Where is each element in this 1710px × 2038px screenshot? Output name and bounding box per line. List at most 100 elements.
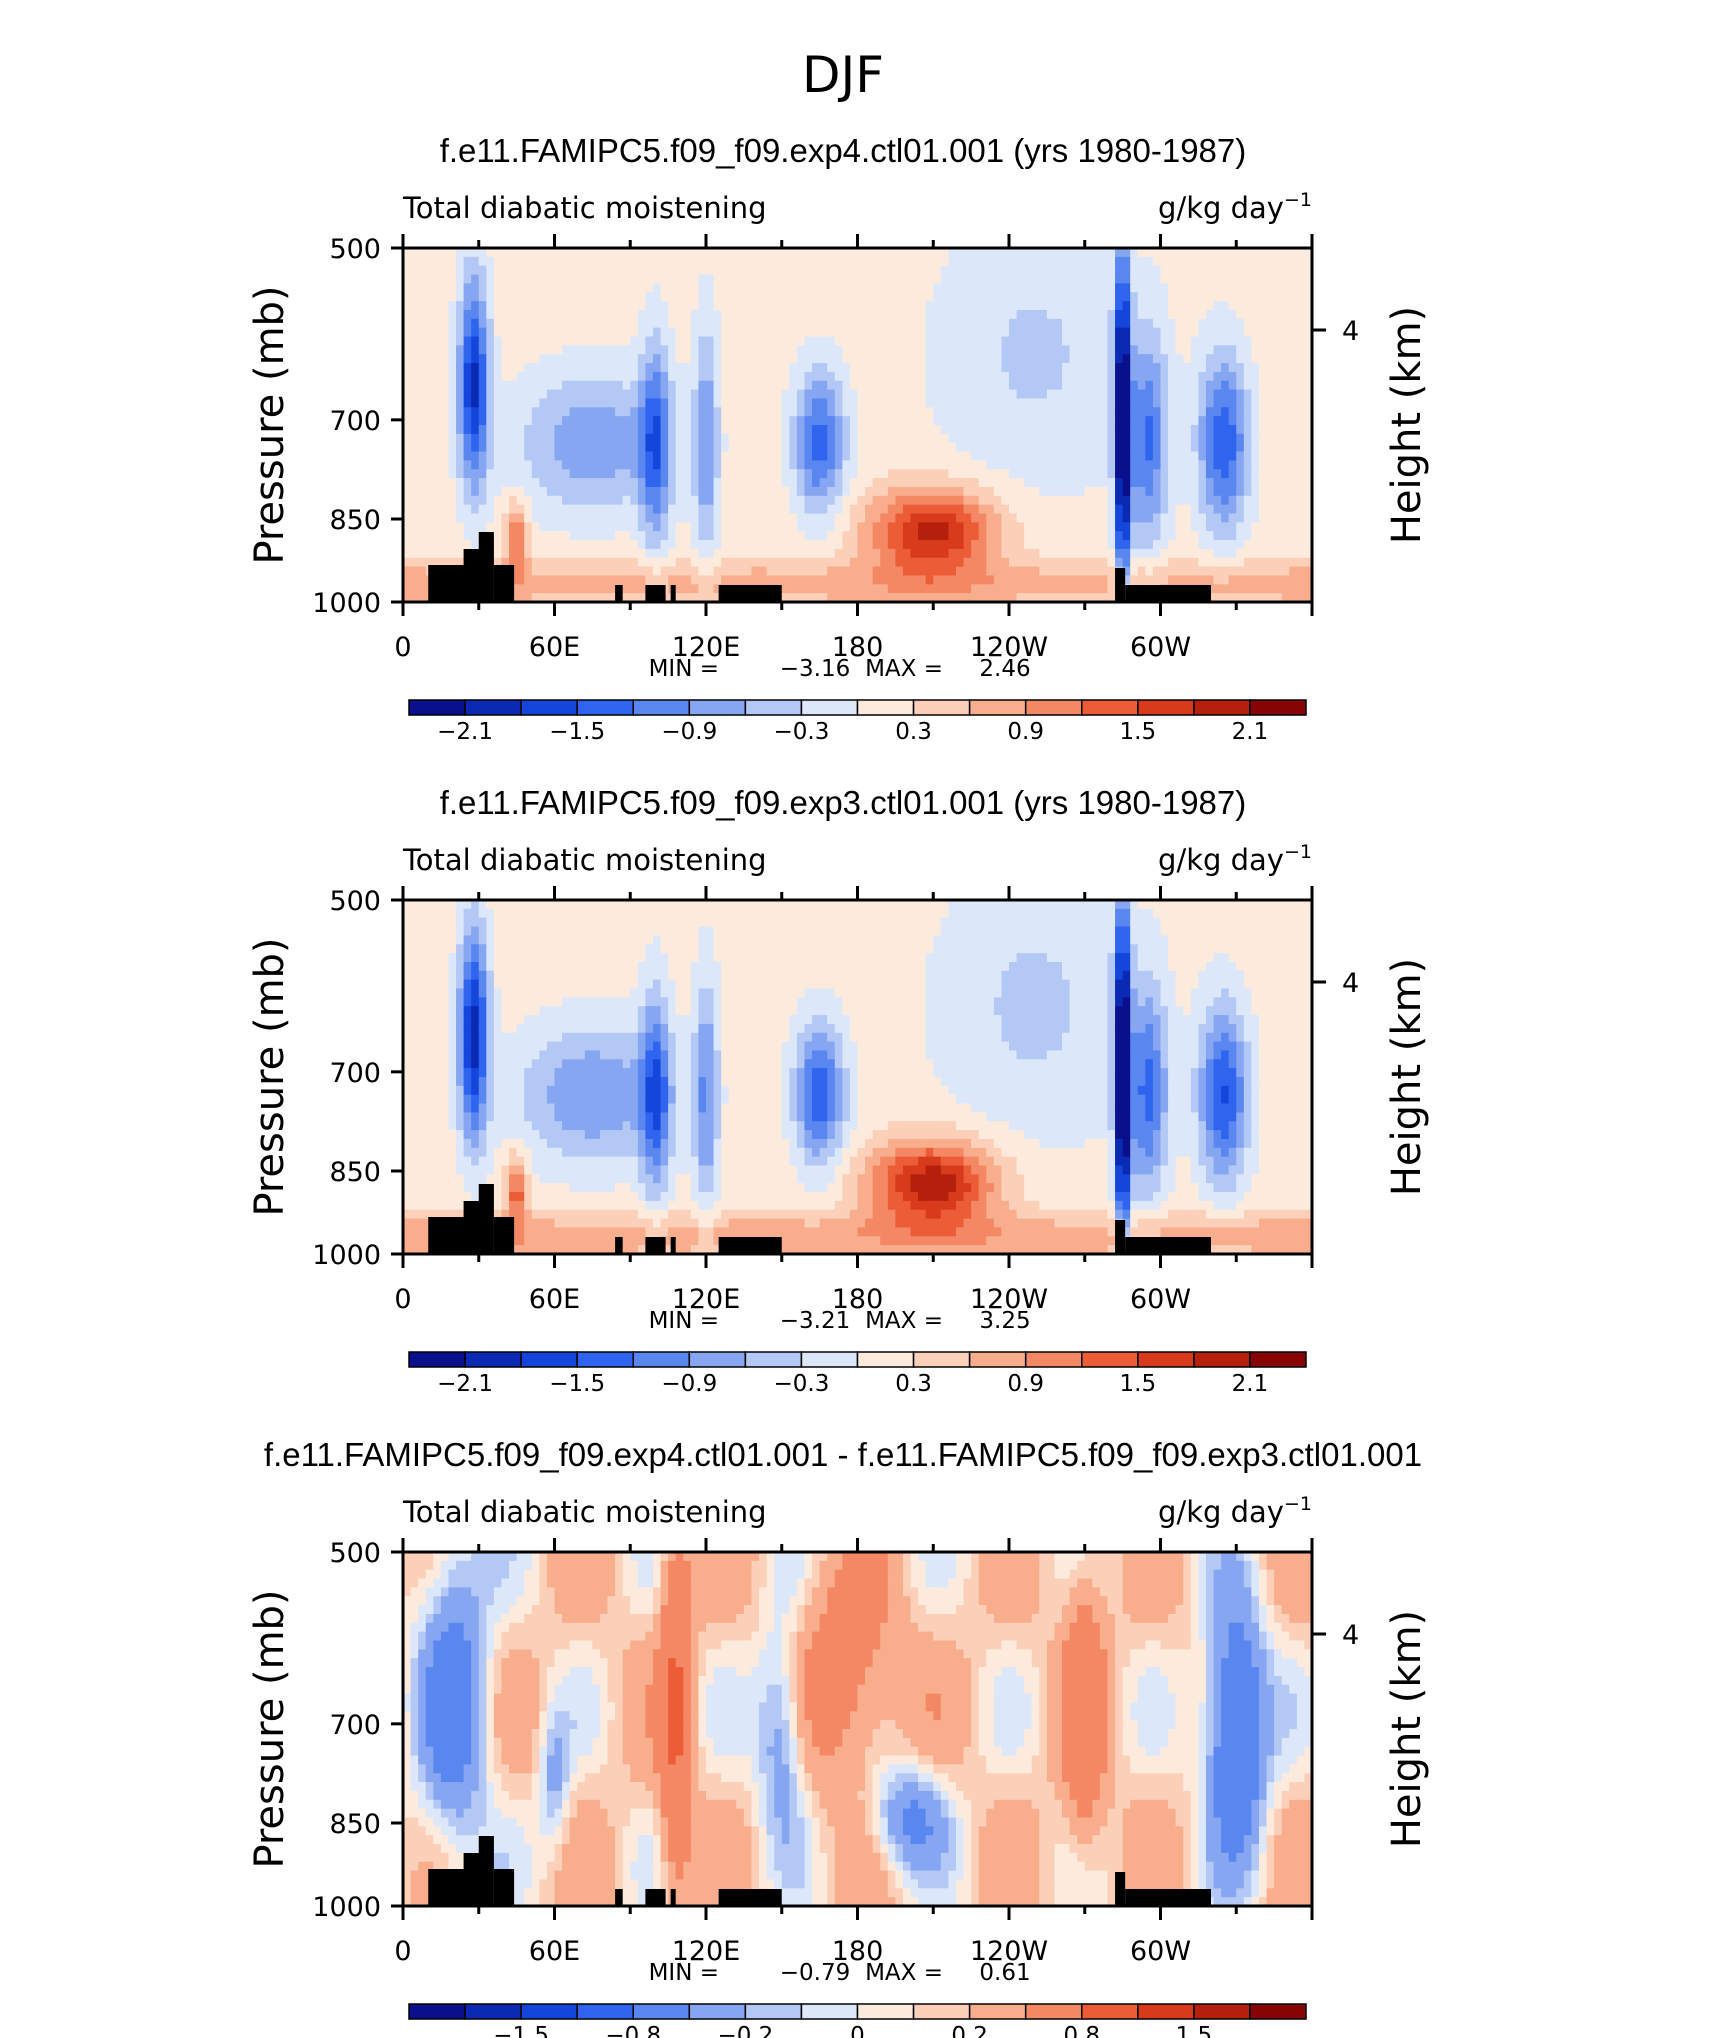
heatmap-cell [978, 575, 987, 585]
heatmap-cell [986, 371, 995, 382]
heatmap-cell [463, 371, 472, 382]
heatmap-cell [1236, 336, 1245, 346]
heatmap-cell [1183, 354, 1192, 364]
heatmap-cell [1115, 265, 1124, 276]
heatmap-cell [493, 256, 503, 267]
heatmap-cell [1130, 522, 1139, 532]
heatmap-cell [403, 301, 412, 311]
heatmap-cell [1054, 292, 1063, 302]
heatmap-cell [1266, 354, 1275, 364]
heatmap-cell [615, 478, 624, 488]
heatmap-cell [1137, 318, 1146, 329]
heatmap-cell [910, 513, 919, 523]
heatmap-cell [1009, 540, 1018, 550]
heatmap-cell [751, 425, 760, 435]
heatmap-cell [993, 425, 1003, 435]
heatmap-cell [1243, 584, 1252, 594]
heatmap-cell [1213, 336, 1222, 346]
heatmap-cell [774, 460, 783, 470]
heatmap-cell [971, 469, 980, 479]
heatmap-cell [448, 495, 457, 506]
heatmap-cell [546, 442, 556, 453]
heatmap-cell [736, 283, 745, 293]
heatmap-cell [1009, 292, 1018, 302]
heatmap-cell [842, 354, 851, 364]
heatmap-cell [1213, 248, 1222, 258]
heatmap-cell [1054, 256, 1063, 267]
heatmap-cell [592, 389, 601, 400]
heatmap-cell [1031, 900, 1040, 910]
heatmap-cell [630, 265, 639, 276]
heatmap-cell [1281, 327, 1290, 338]
heatmap-cell [493, 318, 503, 329]
heatmap-cell [690, 900, 700, 910]
heatmap-cell [418, 575, 427, 585]
x-tick-label: 0 [394, 632, 411, 663]
heatmap-cell [796, 345, 806, 355]
heatmap-cell [1236, 265, 1245, 276]
heatmap-cell [546, 283, 556, 293]
heatmap-cell [834, 504, 843, 515]
heatmap-cell [1031, 416, 1040, 426]
heatmap-cell [1031, 292, 1040, 302]
heatmap-cell [599, 513, 609, 523]
heatmap-cell [524, 495, 533, 506]
heatmap-cell [592, 336, 601, 346]
heatmap-cell [834, 256, 843, 267]
heatmap-cell [986, 318, 995, 329]
heatmap-cell [978, 389, 987, 400]
heatmap-cell [804, 575, 813, 585]
heatmap-cell [1099, 557, 1109, 568]
heatmap-cell [501, 557, 510, 568]
heatmap-cell [986, 575, 995, 585]
heatmap-cell [1205, 318, 1215, 329]
heatmap-cell [410, 354, 419, 364]
heatmap-cell [925, 540, 934, 550]
heatmap-cell [645, 451, 654, 461]
heatmap-cell [933, 504, 942, 515]
heatmap-cell [524, 900, 533, 910]
heatmap-cell [1258, 256, 1268, 267]
heatmap-cell [501, 460, 510, 470]
heatmap-cell [562, 566, 571, 577]
heatmap-cell [531, 504, 540, 515]
heatmap-cell [554, 363, 563, 373]
heatmap-cell [1016, 327, 1025, 338]
heatmap-cell [1107, 460, 1116, 470]
heatmap-cell [1183, 256, 1192, 267]
heatmap-cell [842, 584, 851, 594]
heatmap-cell [1130, 292, 1139, 302]
heatmap-cell [986, 407, 995, 417]
heatmap-cell [1160, 283, 1169, 293]
heatmap-cell [675, 584, 684, 594]
heatmap-cell [993, 504, 1003, 515]
heatmap-cell [1152, 274, 1162, 284]
heatmap-cell [857, 513, 866, 523]
heatmap-cell [1016, 380, 1025, 391]
heatmap-cell [1304, 469, 1313, 479]
heatmap-cell [948, 442, 957, 453]
heatmap-cell [531, 593, 540, 603]
heatmap-cell [516, 274, 525, 284]
heatmap-cell [690, 575, 700, 585]
heatmap-cell [539, 389, 548, 400]
heatmap-cell [766, 575, 775, 585]
heatmap-cell [910, 318, 919, 329]
heatmap-cell [1175, 354, 1184, 364]
heatmap-cell [766, 478, 775, 488]
heatmap-cell [630, 309, 639, 320]
heatmap-cell [955, 575, 965, 585]
heatmap-cell [577, 309, 586, 320]
heatmap-cell [622, 318, 631, 329]
heatmap-cell [940, 354, 949, 364]
heatmap-cell [403, 522, 412, 532]
heatmap-cell [486, 522, 495, 532]
heatmap-cell [1046, 265, 1056, 276]
heatmap-cell [1024, 354, 1033, 364]
heatmap-cell [1145, 900, 1154, 910]
variable-label: Total diabatic moistening [402, 191, 767, 225]
heatmap-cell [1039, 548, 1048, 559]
heatmap-cell [1046, 274, 1056, 284]
heatmap-cell [955, 900, 965, 910]
heatmap-cell [895, 531, 904, 541]
